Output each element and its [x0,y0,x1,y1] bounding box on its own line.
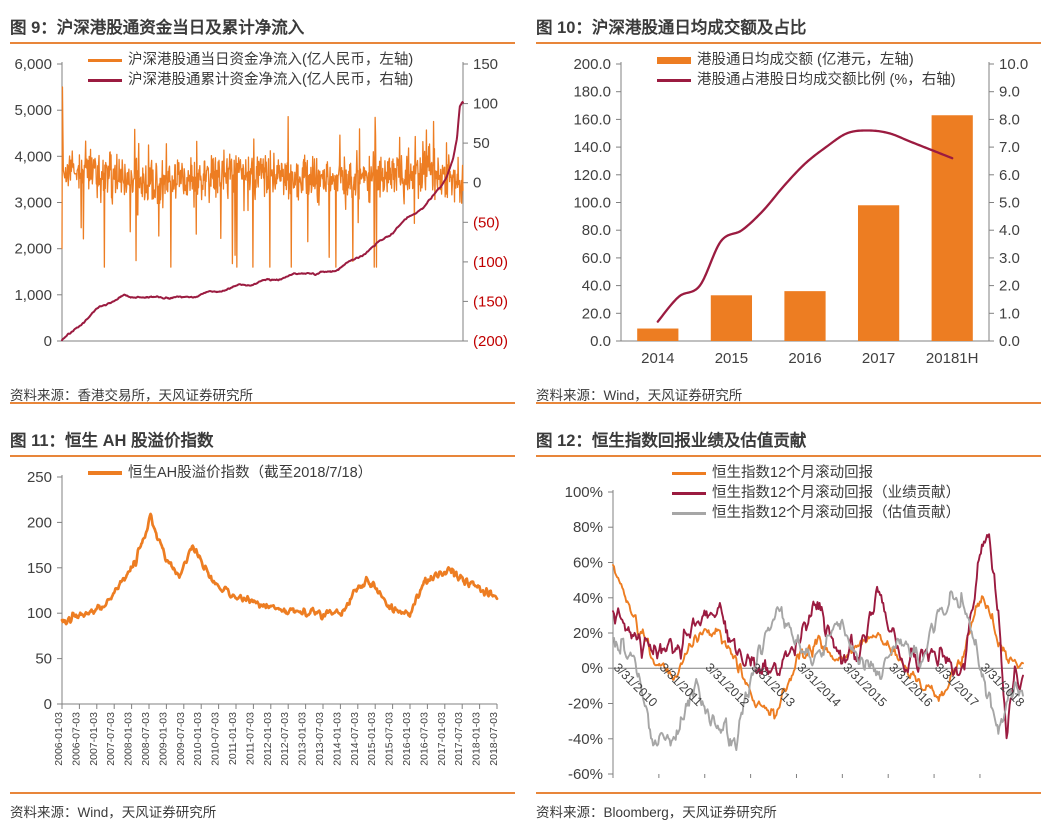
svg-text:180.0: 180.0 [573,84,611,101]
svg-text:2006-01-03: 2006-01-03 [53,712,65,766]
svg-text:250: 250 [27,469,52,486]
svg-text:2,000: 2,000 [14,241,52,258]
svg-text:2013-01-03: 2013-01-03 [297,712,309,766]
svg-text:100%: 100% [565,484,603,501]
svg-text:(50): (50) [473,214,500,231]
svg-text:4,000: 4,000 [14,148,52,165]
svg-text:2007-07-03: 2007-07-03 [105,712,117,766]
svg-text:2014-01-03: 2014-01-03 [331,712,343,766]
svg-text:2015-01-03: 2015-01-03 [366,712,378,766]
svg-text:(100): (100) [473,254,508,271]
svg-text:60%: 60% [573,555,603,572]
svg-text:2008-01-03: 2008-01-03 [123,712,135,766]
svg-text:10.0: 10.0 [999,56,1028,73]
svg-text:(200): (200) [473,333,508,350]
svg-text:2016-01-03: 2016-01-03 [401,712,413,766]
svg-text:2009-01-03: 2009-01-03 [157,712,169,766]
svg-text:0: 0 [44,333,52,350]
svg-text:200: 200 [27,514,52,531]
svg-text:0.0: 0.0 [590,333,611,350]
svg-text:5.0: 5.0 [999,195,1020,212]
svg-text:2017-07-03: 2017-07-03 [453,712,465,766]
svg-text:-20%: -20% [568,696,603,713]
svg-text:3,000: 3,000 [14,195,52,212]
svg-text:6,000: 6,000 [14,56,52,73]
svg-text:2014: 2014 [641,350,674,367]
svg-text:6.0: 6.0 [999,167,1020,184]
svg-text:(150): (150) [473,293,508,310]
svg-text:0%: 0% [581,660,603,677]
svg-text:5,000: 5,000 [14,102,52,119]
svg-text:20.0: 20.0 [582,305,611,322]
svg-text:40%: 40% [573,590,603,607]
svg-text:2010-01-03: 2010-01-03 [192,712,204,766]
svg-text:2018-07-03: 2018-07-03 [488,712,500,766]
svg-text:80%: 80% [573,519,603,536]
svg-text:20%: 20% [573,625,603,642]
svg-text:50: 50 [35,651,52,668]
svg-text:0: 0 [473,175,481,192]
svg-text:2007-01-03: 2007-01-03 [88,712,100,766]
svg-text:150: 150 [473,56,498,73]
svg-text:9.0: 9.0 [999,84,1020,101]
svg-text:2008-07-03: 2008-07-03 [140,712,152,766]
svg-text:2016-07-03: 2016-07-03 [418,712,430,766]
svg-text:2015: 2015 [715,350,748,367]
svg-text:2011-01-03: 2011-01-03 [227,712,239,765]
svg-text:60.0: 60.0 [582,250,611,267]
svg-text:20181H: 20181H [926,350,979,367]
svg-text:200.0: 200.0 [573,56,611,73]
svg-text:0.0: 0.0 [999,333,1020,350]
svg-text:2016: 2016 [788,350,821,367]
svg-text:7.0: 7.0 [999,139,1020,156]
svg-text:4.0: 4.0 [999,222,1020,239]
svg-text:80.0: 80.0 [582,222,611,239]
svg-text:140.0: 140.0 [573,139,611,156]
svg-text:100: 100 [473,96,498,113]
svg-text:-60%: -60% [568,766,603,783]
svg-text:1.0: 1.0 [999,305,1020,322]
svg-text:120.0: 120.0 [573,167,611,184]
svg-text:2012-07-03: 2012-07-03 [279,712,291,766]
svg-text:2013-07-03: 2013-07-03 [314,712,326,766]
svg-text:0: 0 [44,696,52,713]
svg-text:2012-01-03: 2012-01-03 [262,712,274,766]
svg-text:2018-01-03: 2018-01-03 [471,712,483,766]
svg-text:2009-07-03: 2009-07-03 [175,712,187,766]
svg-text:1,000: 1,000 [14,287,52,304]
svg-text:3.0: 3.0 [999,250,1020,267]
svg-text:2017-01-03: 2017-01-03 [436,712,448,766]
svg-text:2.0: 2.0 [999,278,1020,295]
svg-text:2017: 2017 [862,350,895,367]
svg-text:2015-07-03: 2015-07-03 [384,712,396,766]
svg-text:2010-07-03: 2010-07-03 [210,712,222,766]
svg-text:160.0: 160.0 [573,111,611,128]
svg-text:2011-07-03: 2011-07-03 [244,712,256,765]
svg-text:100.0: 100.0 [573,195,611,212]
svg-text:8.0: 8.0 [999,111,1020,128]
svg-text:2014-07-03: 2014-07-03 [349,712,361,766]
svg-text:150: 150 [27,560,52,577]
svg-text:50: 50 [473,135,490,152]
svg-text:100: 100 [27,605,52,622]
svg-text:2006-07-03: 2006-07-03 [70,712,82,766]
svg-text:40.0: 40.0 [582,278,611,295]
svg-text:-40%: -40% [568,731,603,748]
